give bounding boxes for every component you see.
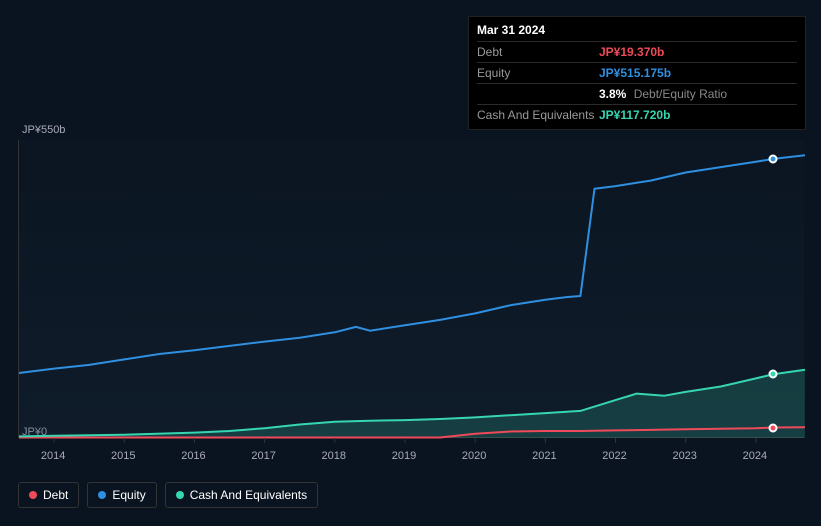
chart-container: Mar 31 2024 Debt JP¥19.370b Equity JP¥51… <box>0 0 821 526</box>
y-axis-label-max: JP¥550b <box>22 124 65 136</box>
x-axis-tick-label: 2020 <box>462 450 486 462</box>
hover-marker <box>769 423 778 432</box>
legend-label: Debt <box>43 488 68 502</box>
chart-svg <box>19 140 805 438</box>
x-axis-tick-label: 2018 <box>322 450 346 462</box>
x-axis-tick-label: 2015 <box>111 450 135 462</box>
legend-item-cash[interactable]: Cash And Equivalents <box>165 482 318 508</box>
legend-item-debt[interactable]: Debt <box>18 482 79 508</box>
x-axis-tick-label: 2016 <box>181 450 205 462</box>
x-axis-labels: 2014 2015 2016 2017 2018 2019 2020 2021 2022 2023… <box>18 444 804 464</box>
tooltip-row-value: JP¥515.175b <box>599 66 671 80</box>
tooltip-row-label: Cash And Equivalents <box>477 108 599 122</box>
legend-dot <box>176 491 184 499</box>
x-axis-tick-label: 2017 <box>251 450 275 462</box>
legend-item-equity[interactable]: Equity <box>87 482 156 508</box>
chart-plot-area[interactable] <box>18 140 804 438</box>
legend-label: Cash And Equivalents <box>190 488 307 502</box>
legend-label: Equity <box>112 488 145 502</box>
hover-marker <box>769 370 778 379</box>
x-axis-tick-label: 2024 <box>743 450 767 462</box>
legend-dot <box>29 491 37 499</box>
x-axis-tick-label: 2023 <box>672 450 696 462</box>
x-axis-tick-label: 2014 <box>41 450 65 462</box>
x-axis-tick-label: 2022 <box>602 450 626 462</box>
tooltip-row-value: JP¥19.370b <box>599 45 664 59</box>
x-axis-tick-label: 2019 <box>392 450 416 462</box>
hover-marker <box>769 154 778 163</box>
tooltip-row-value: JP¥117.720b <box>599 108 670 122</box>
tooltip-row-label: Debt <box>477 45 599 59</box>
hover-tooltip: Mar 31 2024 Debt JP¥19.370b Equity JP¥51… <box>468 16 806 130</box>
legend: Debt Equity Cash And Equivalents <box>18 482 318 508</box>
tooltip-row-sub: Debt/Equity Ratio <box>634 87 727 101</box>
legend-dot <box>98 491 106 499</box>
x-axis-tick-label: 2021 <box>532 450 556 462</box>
tooltip-row-label: Equity <box>477 66 599 80</box>
tooltip-row-label <box>477 87 599 101</box>
tooltip-date: Mar 31 2024 <box>477 23 797 37</box>
tooltip-row-value: 3.8% <box>599 87 626 101</box>
